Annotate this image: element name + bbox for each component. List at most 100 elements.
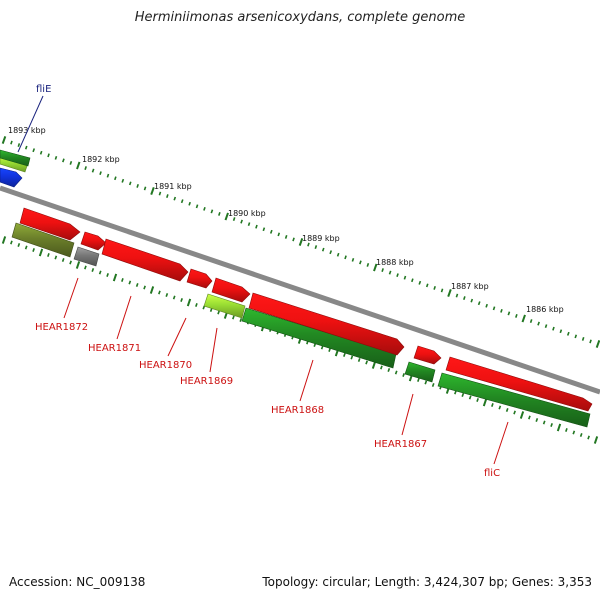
topology-text: Topology: circular; Length: 3,424,307 bp… xyxy=(262,575,592,589)
minor-tick xyxy=(98,270,102,275)
minor-tick xyxy=(380,365,383,370)
minor-tick xyxy=(587,435,590,440)
minor-tick xyxy=(574,334,578,339)
gene-hear1870-forward xyxy=(101,238,189,282)
gene-label-hear1872: HEAR1872 xyxy=(35,322,88,333)
minor-tick xyxy=(537,321,540,326)
minor-tick xyxy=(417,378,420,382)
minor-tick xyxy=(476,398,479,402)
minor-tick xyxy=(277,232,281,237)
gene-flie-green xyxy=(0,149,31,167)
minor-tick xyxy=(461,393,465,397)
minor-tick xyxy=(431,383,435,387)
minor-tick xyxy=(218,212,221,216)
minor-tick xyxy=(515,314,518,318)
minor-tick xyxy=(262,227,266,232)
minor-tick xyxy=(328,348,331,352)
minor-tick xyxy=(589,339,592,344)
minor-tick xyxy=(54,255,58,260)
gene-label-hear1867: HEAR1867 xyxy=(374,439,427,450)
minor-tick xyxy=(425,283,429,288)
minor-tick xyxy=(217,310,220,315)
major-tick xyxy=(150,187,155,195)
major-tick xyxy=(373,263,378,272)
minor-tick xyxy=(572,430,576,435)
minor-tick xyxy=(344,255,347,260)
minor-tick xyxy=(165,293,169,297)
gene-hear1867-forward xyxy=(248,292,405,356)
major-tick xyxy=(521,314,526,323)
gene-hear1872-forward xyxy=(19,207,81,241)
gene-hear1867-small xyxy=(413,345,442,365)
major-tick xyxy=(112,273,118,282)
scale-label-8: 1886 kbp xyxy=(526,305,564,314)
minor-tick xyxy=(158,191,162,196)
minor-tick xyxy=(47,253,50,257)
major-tick xyxy=(593,436,599,444)
minor-tick xyxy=(143,285,146,290)
gene-label-hear1870: HEAR1870 xyxy=(139,360,192,371)
minor-tick xyxy=(232,315,235,320)
minor-tick xyxy=(128,280,132,285)
gene-hear1869-lime xyxy=(203,293,246,319)
major-tick xyxy=(556,423,562,432)
minor-tick xyxy=(173,196,177,201)
minor-tick xyxy=(463,296,466,301)
minor-tick xyxy=(402,373,405,377)
gene-blue-arrow xyxy=(0,167,23,188)
minor-tick xyxy=(62,158,65,163)
minor-tick xyxy=(314,245,318,250)
major-tick xyxy=(76,161,81,170)
minor-tick xyxy=(195,204,199,209)
scale-label-6: 1888 kbp xyxy=(376,258,414,267)
minor-tick xyxy=(535,418,539,422)
minor-tick xyxy=(381,268,384,272)
genome-backbone xyxy=(0,185,600,395)
minor-tick xyxy=(365,360,368,365)
minor-tick xyxy=(529,319,533,323)
minor-tick xyxy=(388,270,392,275)
scale-label-3: 1891 kbp xyxy=(154,182,192,191)
major-tick xyxy=(519,411,525,419)
minor-tick xyxy=(343,353,346,357)
minor-tick xyxy=(269,229,273,234)
minor-tick xyxy=(507,311,511,316)
minor-tick xyxy=(114,176,117,181)
minor-tick xyxy=(307,242,310,247)
minor-tick xyxy=(500,308,503,313)
minor-tick xyxy=(350,355,354,360)
minor-tick xyxy=(232,217,236,221)
minor-tick xyxy=(247,222,251,227)
minor-tick xyxy=(492,306,496,311)
minor-tick xyxy=(336,252,340,257)
minor-tick xyxy=(403,275,407,280)
major-tick xyxy=(38,248,44,257)
minor-tick xyxy=(491,403,494,407)
leader-line-hear1870 xyxy=(167,317,187,357)
minor-tick xyxy=(128,181,132,186)
leader-line-flie xyxy=(17,95,44,153)
minor-tick xyxy=(10,240,13,245)
minor-tick xyxy=(210,209,214,214)
minor-tick xyxy=(158,290,161,295)
gene-label-hear1868: HEAR1868 xyxy=(271,405,324,416)
minor-tick xyxy=(513,410,516,415)
scale-label-7: 1887 kbp xyxy=(451,282,489,291)
minor-tick xyxy=(477,301,481,306)
major-tick xyxy=(149,286,155,294)
minor-tick xyxy=(542,420,546,425)
genome-title: Herminiimonas arsenicoxydans, complete g… xyxy=(134,10,466,25)
leader-line-hear1868 xyxy=(299,359,314,402)
leader-line-hear1872 xyxy=(63,277,79,319)
gene-flic-small-reverse xyxy=(404,361,436,383)
minor-tick xyxy=(61,258,65,262)
minor-tick xyxy=(239,318,243,322)
minor-tick xyxy=(180,199,184,204)
scale-label-2: 1892 kbp xyxy=(82,155,120,164)
minor-tick xyxy=(195,303,198,307)
gene-hear1871-forward xyxy=(80,231,107,251)
minor-tick xyxy=(17,143,21,148)
minor-tick xyxy=(106,273,109,277)
